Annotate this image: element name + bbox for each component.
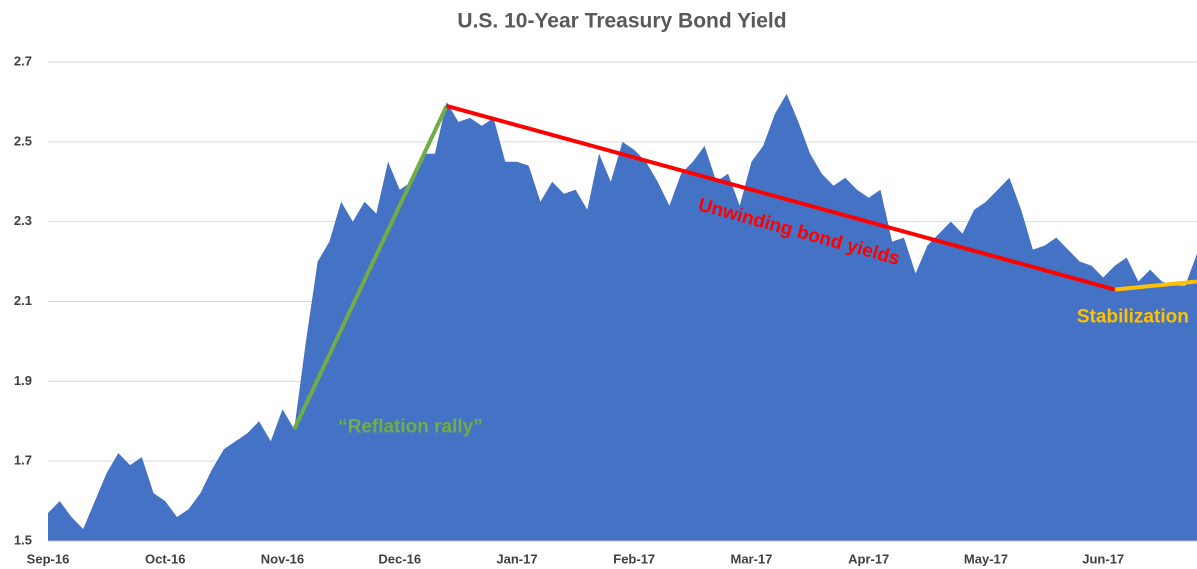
y-tick-label: 1.9 (14, 373, 32, 388)
area (48, 93, 1197, 541)
trend-line (292, 105, 449, 431)
y-tick-label: 2.7 (14, 53, 32, 68)
y-tick-label: 1.5 (14, 532, 32, 547)
x-tick-label: Jan-17 (496, 551, 537, 566)
x-tick-label: Feb-17 (613, 551, 655, 566)
y-tick-label: 2.3 (14, 213, 32, 228)
chart-title: U.S. 10-Year Treasury Bond Yield (457, 10, 786, 33)
x-tick-label: Jun-17 (1082, 551, 1124, 566)
y-tick-label: 2.1 (14, 293, 32, 308)
annotation: Stabilization (1077, 307, 1189, 328)
x-tick-label: Dec-16 (378, 551, 421, 566)
annotation: “Reflation rally” (338, 417, 483, 438)
x-tick-label: Oct-16 (145, 551, 185, 566)
x-tick-label: May-17 (964, 551, 1008, 566)
trend-line (1114, 279, 1197, 292)
x-tick-label: Sep-16 (27, 551, 70, 566)
trend-line (446, 103, 1116, 292)
y-tick-label: 2.5 (14, 133, 32, 148)
x-tick-label: Nov-16 (261, 551, 304, 566)
y-tick-label: 1.7 (14, 453, 32, 468)
x-tick-label: Mar-17 (731, 551, 773, 566)
x-tick-label: Apr-17 (848, 551, 889, 566)
